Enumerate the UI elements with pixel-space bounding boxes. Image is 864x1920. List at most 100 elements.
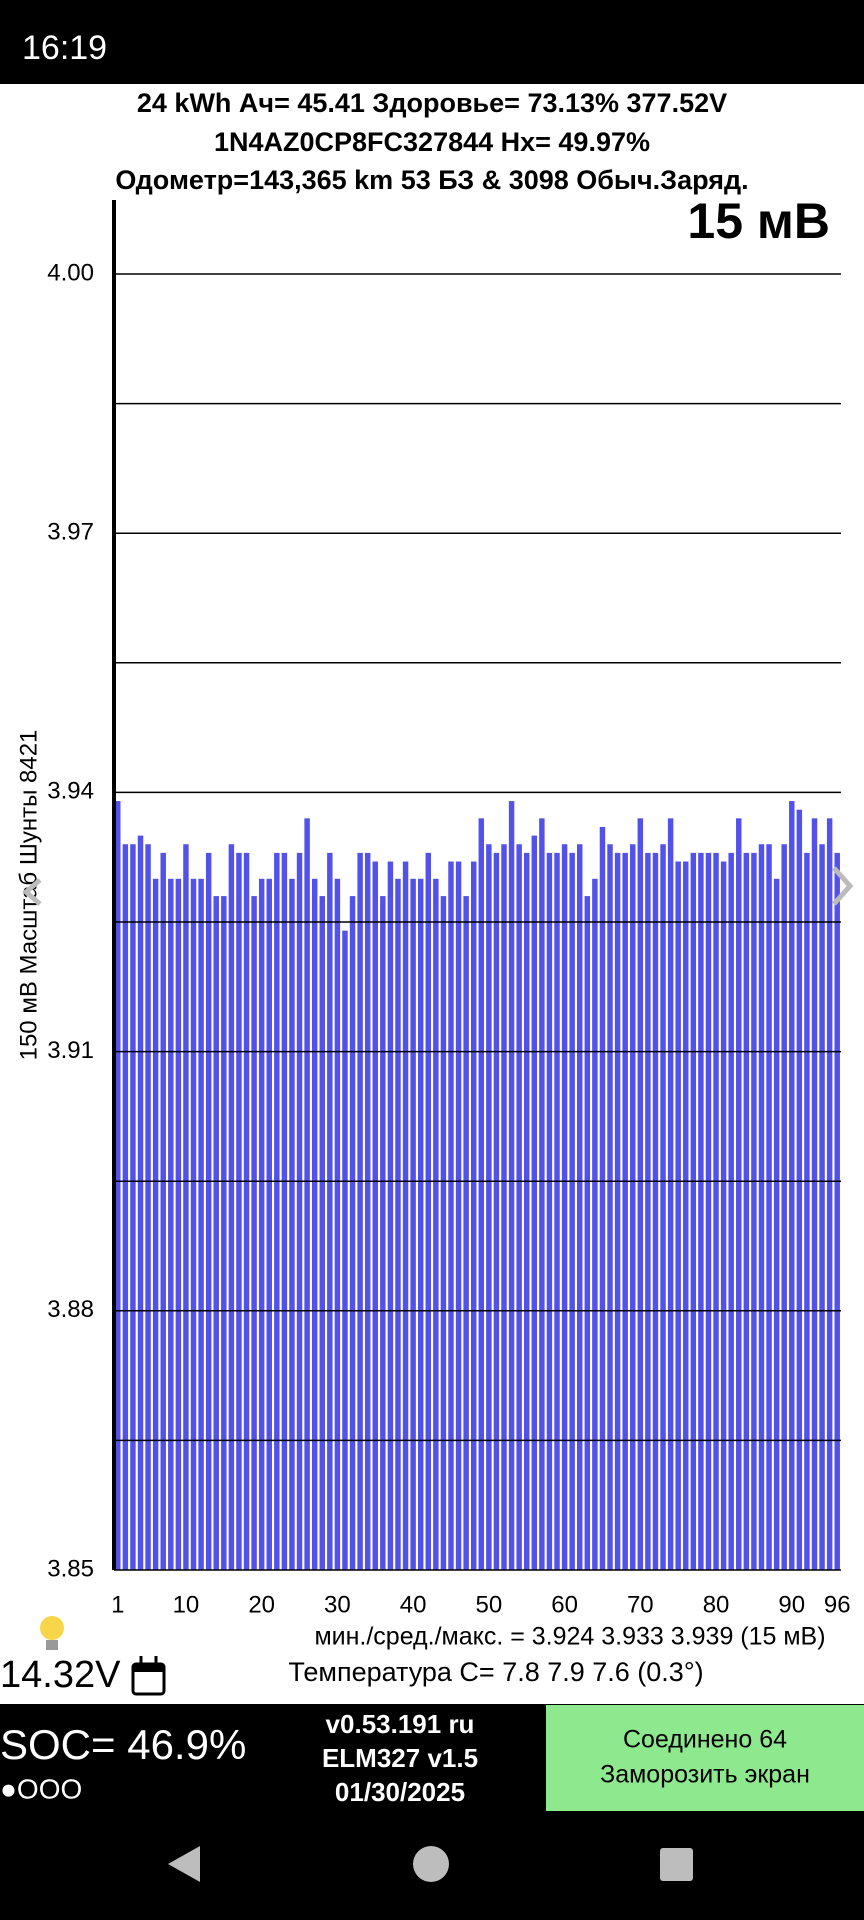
bar <box>546 852 553 1570</box>
bar <box>607 844 613 1570</box>
bar <box>470 861 477 1570</box>
bar <box>796 809 803 1570</box>
bar <box>463 896 469 1570</box>
dots: ●OOO <box>0 1773 82 1804</box>
header-line: 1N4AZ0CP8FC327844 Hx= 49.97% <box>214 127 650 157</box>
bar <box>266 878 272 1570</box>
x-tick-label: 1 <box>111 1591 124 1618</box>
y-tick-label: 3.97 <box>47 519 94 546</box>
bar <box>743 852 750 1570</box>
y-tick-label: 3.94 <box>47 778 94 805</box>
bar <box>296 852 303 1570</box>
bar <box>205 852 212 1570</box>
bar <box>675 861 681 1570</box>
bar <box>781 844 787 1570</box>
bar <box>455 861 462 1570</box>
bar <box>183 844 189 1570</box>
x-tick-label: 40 <box>400 1591 427 1618</box>
bar <box>387 861 394 1570</box>
bar <box>349 896 356 1570</box>
bar <box>213 896 219 1570</box>
calendar-icon[interactable] <box>131 1656 166 1696</box>
bar <box>395 878 401 1570</box>
header-line: Одометр=143,365 km 53 БЗ & 3098 Обыч.Зар… <box>115 165 748 195</box>
bar <box>410 878 416 1570</box>
button-text[interactable]: Заморозить экран <box>600 1761 810 1789</box>
x-tick-label: 90 <box>778 1591 805 1618</box>
x-tick-label: 20 <box>248 1591 275 1618</box>
bar <box>228 844 235 1570</box>
bar <box>554 852 560 1570</box>
bar <box>811 818 818 1570</box>
x-tick-label: 60 <box>551 1591 578 1618</box>
bar <box>728 852 734 1570</box>
plot: 1 10 20 30 40 50 60 70 80 90 96 3.85 3.88 3.91 3.94 3.9… <box>47 200 851 1618</box>
y-tick-label: 3.88 <box>47 1296 94 1323</box>
bar <box>614 852 621 1570</box>
bar <box>705 852 712 1570</box>
bar <box>690 852 697 1570</box>
prev-arrow[interactable] <box>22 878 42 906</box>
bar <box>402 861 409 1570</box>
bar <box>569 852 575 1570</box>
button-text[interactable]: Соединено 64 <box>623 1726 787 1754</box>
bar <box>319 896 325 1570</box>
nav-home[interactable] <box>413 1846 449 1882</box>
bar <box>758 844 765 1570</box>
next-arrow[interactable] <box>832 866 854 906</box>
bar <box>190 878 197 1570</box>
bar <box>501 844 507 1570</box>
x-tick-label: 96 <box>824 1591 851 1618</box>
bar <box>145 844 151 1570</box>
bar <box>698 852 704 1570</box>
bar <box>667 818 674 1570</box>
y-tick-label: 3.91 <box>47 1037 94 1064</box>
x-tick-label: 70 <box>627 1591 654 1618</box>
bar <box>531 835 538 1570</box>
bar <box>713 852 719 1570</box>
button-bg[interactable] <box>546 1705 864 1811</box>
bar <box>622 852 628 1570</box>
bar <box>736 818 742 1570</box>
x-tick-label: 10 <box>173 1591 200 1618</box>
bar <box>327 852 333 1570</box>
header-line: 24 kWh Ач= 45.41 Здоровье= 73.13% 377.52… <box>137 88 727 118</box>
bar <box>425 852 432 1570</box>
bar <box>130 844 136 1570</box>
bar <box>523 852 530 1570</box>
bar <box>243 852 250 1570</box>
bar <box>440 896 447 1570</box>
temperature: Температура C= 7.8 7.9 7.6 (0.3°) <box>288 1657 703 1687</box>
clock: 16:19 <box>22 29 107 67</box>
nav-back[interactable] <box>168 1846 200 1882</box>
bar <box>152 878 159 1570</box>
bulb-icon[interactable] <box>40 1616 64 1650</box>
scale-label: 15 мВ <box>687 193 830 249</box>
bar <box>751 852 757 1570</box>
bar <box>251 896 257 1570</box>
bar <box>584 896 591 1570</box>
bar <box>364 852 371 1570</box>
bar <box>478 818 485 1570</box>
bar <box>630 844 636 1570</box>
bar <box>683 861 689 1570</box>
bar <box>417 878 424 1570</box>
soc: SOC= 46.9% <box>0 1721 246 1768</box>
bar <box>448 861 454 1570</box>
bar <box>160 852 166 1570</box>
bar <box>493 852 500 1570</box>
bar <box>561 844 568 1570</box>
bar <box>342 930 348 1570</box>
bar <box>720 861 727 1570</box>
bar <box>516 844 522 1570</box>
bar <box>221 896 227 1570</box>
bar <box>508 801 515 1570</box>
bar <box>258 878 265 1570</box>
bar <box>804 852 810 1570</box>
bar <box>819 844 825 1570</box>
bar <box>599 826 606 1570</box>
x-tick-label: 80 <box>703 1591 730 1618</box>
nav-recent[interactable] <box>660 1848 693 1881</box>
freeze-button[interactable]: Соединено 64 Заморозить экран <box>546 1705 864 1811</box>
